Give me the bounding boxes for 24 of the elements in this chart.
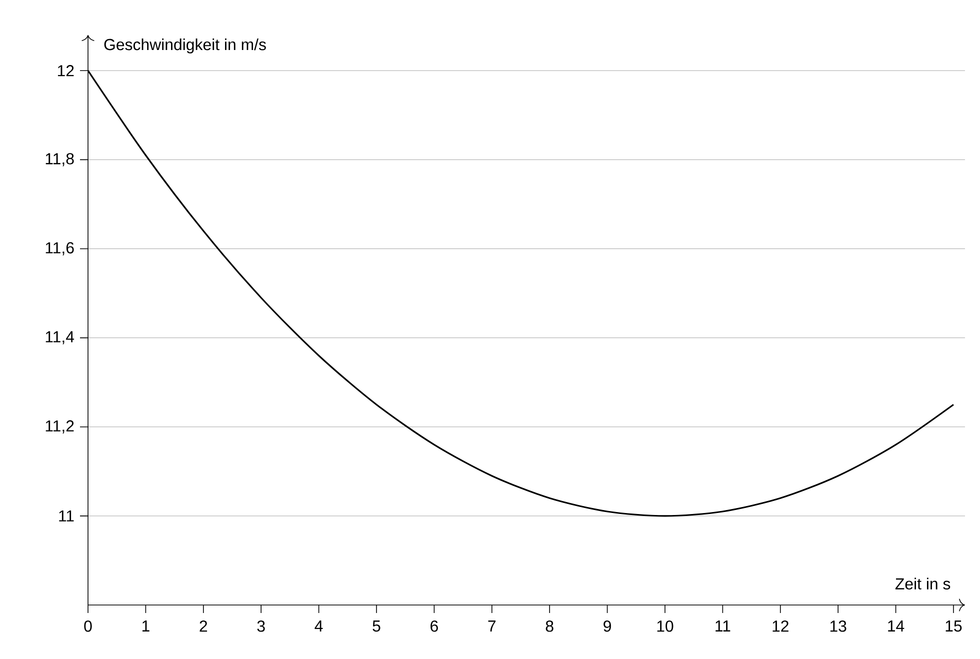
x-tick-label: 0 — [84, 620, 92, 632]
x-tick-label: 2 — [200, 620, 208, 632]
x-tick-label: 6 — [430, 620, 438, 632]
x-tick-label: 15 — [946, 620, 962, 632]
y-tick-label: 11,2 — [46, 420, 74, 434]
y-axis-title: Geschwindigkeit in m/s — [104, 38, 266, 54]
x-tick-label: 5 — [372, 620, 380, 632]
x-tick-label: 13 — [830, 620, 846, 632]
x-tick-label: 8 — [546, 620, 554, 632]
x-tick-label: 14 — [888, 620, 904, 632]
y-tick-label: 12 — [58, 65, 74, 76]
y-tick-label: 11 — [59, 510, 74, 522]
x-axis-title: Zeit in s — [895, 578, 950, 590]
x-tick-label: 10 — [657, 620, 674, 632]
y-tick-label: 11,4 — [46, 331, 74, 344]
x-tick-label: 9 — [604, 620, 611, 632]
y-tick-label: 11,8 — [46, 153, 74, 166]
x-tick-label: 3 — [257, 620, 265, 632]
x-tick-label: 1 — [142, 620, 150, 632]
x-tick-label: 12 — [772, 620, 788, 632]
x-tick-label: 4 — [314, 620, 323, 632]
x-tick-label: 11 — [716, 620, 730, 632]
x-tick-label: 7 — [488, 620, 496, 632]
y-tick-label: 11,6 — [46, 242, 74, 256]
